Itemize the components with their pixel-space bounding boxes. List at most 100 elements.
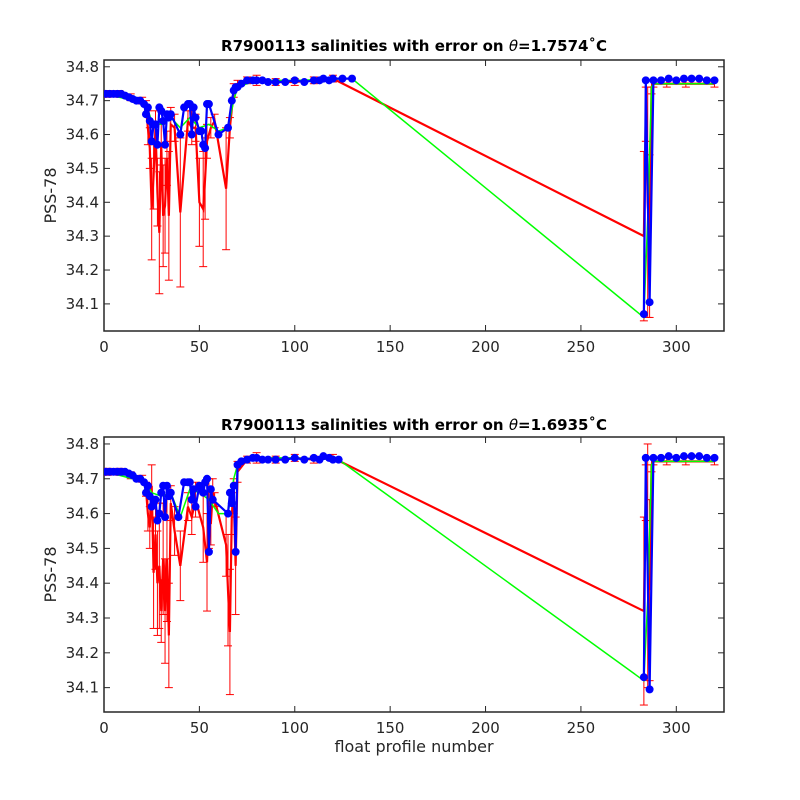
bottom-measured-point: [203, 474, 212, 483]
bottom-x-tick-label: 150: [376, 719, 405, 737]
top-measured-point: [281, 78, 290, 87]
bottom-measured-point: [334, 455, 343, 464]
bottom-measured-point: [231, 547, 240, 556]
bottom-measured-point: [687, 452, 696, 461]
top-x-tick-label: 0: [99, 338, 109, 356]
bottom-y-tick-label: 34.4: [66, 574, 99, 592]
top-measured-point: [243, 76, 252, 85]
bottom-y-tick-label: 34.1: [66, 679, 99, 697]
bottom-measured-point: [225, 488, 234, 497]
bottom-y-tick-label: 34.7: [66, 470, 99, 488]
bottom-x-tick-label: 300: [662, 719, 691, 737]
top-measured-point: [191, 113, 200, 122]
top-y-tick-label: 34.6: [66, 126, 99, 144]
bottom-measured-point: [143, 481, 152, 490]
bottom-measured-point: [710, 453, 719, 462]
bottom-plot-frame: [103, 436, 725, 713]
top-measured-point: [664, 74, 673, 83]
top-x-tick-label: 100: [280, 338, 309, 356]
top-measured-point: [645, 298, 654, 307]
top-measured-point: [641, 76, 650, 85]
top-measured-point: [710, 76, 719, 85]
bottom-measured-point: [328, 455, 337, 464]
bottom-x-tick-label: 100: [280, 719, 309, 737]
top-measured-point: [143, 103, 152, 112]
bottom-measured-point: [162, 481, 171, 490]
top-measured-point: [153, 140, 162, 149]
top-measured-point: [687, 74, 696, 83]
top-measured-point: [227, 96, 236, 105]
top-measured-point: [166, 110, 175, 119]
bottom-measured-point: [166, 488, 175, 497]
top-x-tick-label: 200: [471, 338, 500, 356]
bottom-measured-point: [161, 513, 170, 522]
bottom-measured-point: [191, 502, 200, 511]
bottom-x-tick-label: 200: [471, 719, 500, 737]
top-chart-panel: R7900113 salinities with error on θ=1.75…: [41, 37, 725, 356]
bottom-measured-point: [151, 495, 160, 504]
top-measured-point: [151, 120, 160, 129]
bottom-measured-point: [657, 453, 666, 462]
bottom-measured-point: [639, 673, 648, 682]
bottom-measured-point: [264, 455, 273, 464]
bottom-x-tick-label: 0: [99, 719, 109, 737]
bottom-measured-point: [206, 485, 215, 494]
bottom-measured-point: [679, 452, 688, 461]
bottom-measured-point: [290, 453, 299, 462]
top-x-tick-label: 150: [376, 338, 405, 356]
top-measured-point: [657, 76, 666, 85]
top-measured-point: [328, 74, 337, 83]
bottom-measured-point: [153, 516, 162, 525]
top-measured-point: [290, 76, 299, 85]
bottom-measured-point: [157, 488, 166, 497]
top-y-tick-label: 34.3: [66, 227, 99, 245]
bottom-measured-point: [649, 453, 658, 462]
top-x-tick-label: 50: [190, 338, 209, 356]
bottom-measured-point: [145, 492, 154, 501]
bottom-y-tick-label: 34.8: [66, 435, 99, 453]
top-measured-point: [204, 100, 213, 109]
bottom-measured-point: [702, 453, 711, 462]
bottom-measured-point: [300, 455, 309, 464]
bottom-measured-point: [695, 452, 704, 461]
top-measured-point: [176, 130, 185, 139]
bottom-measured-point: [672, 453, 681, 462]
bottom-y-tick-label: 34.2: [66, 644, 99, 662]
bottom-measured-point: [189, 485, 198, 494]
bottom-measured-point: [271, 455, 280, 464]
top-measured-point: [338, 74, 347, 83]
top-measured-point: [348, 74, 356, 83]
bottom-y-tick-label: 34.5: [66, 539, 99, 557]
top-measured-point: [197, 127, 206, 136]
bottom-measured-point: [227, 499, 236, 508]
top-measured-point: [187, 130, 196, 139]
bottom-measured-point: [199, 488, 208, 497]
bottom-measured-point: [281, 455, 290, 464]
top-x-tick-label: 300: [662, 338, 691, 356]
top-y-tick-label: 34.7: [66, 92, 99, 110]
bottom-measured-point: [645, 685, 654, 694]
top-measured-point: [639, 310, 648, 319]
bottom-measured-point: [224, 509, 232, 518]
top-measured-point: [309, 76, 318, 85]
bottom-x-tick-label: 250: [567, 719, 596, 737]
top-x-tick-label: 250: [567, 338, 596, 356]
top-y-tick-label: 34.8: [66, 58, 99, 76]
top-y-tick-label: 34.5: [66, 159, 99, 177]
top-measured-point: [649, 76, 658, 85]
top-measured-point: [271, 78, 280, 87]
top-chart-title: R7900113 salinities with error on θ=1.75…: [221, 37, 607, 55]
bottom-ylabel: PSS-78: [41, 546, 60, 602]
top-measured-point: [264, 78, 273, 87]
top-measured-point: [672, 76, 681, 85]
bottom-measured-point: [229, 481, 238, 490]
bottom-y-tick-label: 34.3: [66, 609, 99, 627]
top-plot-frame: [103, 59, 725, 332]
top-ylabel: PSS-78: [41, 167, 60, 223]
top-measured-point: [224, 123, 232, 132]
bottom-measured-point: [208, 495, 217, 504]
top-measured-point: [214, 130, 223, 139]
bottom-chart-panel: R7900113 salinities with error on θ=1.69…: [41, 416, 725, 756]
top-y-tick-label: 34.4: [66, 193, 99, 211]
